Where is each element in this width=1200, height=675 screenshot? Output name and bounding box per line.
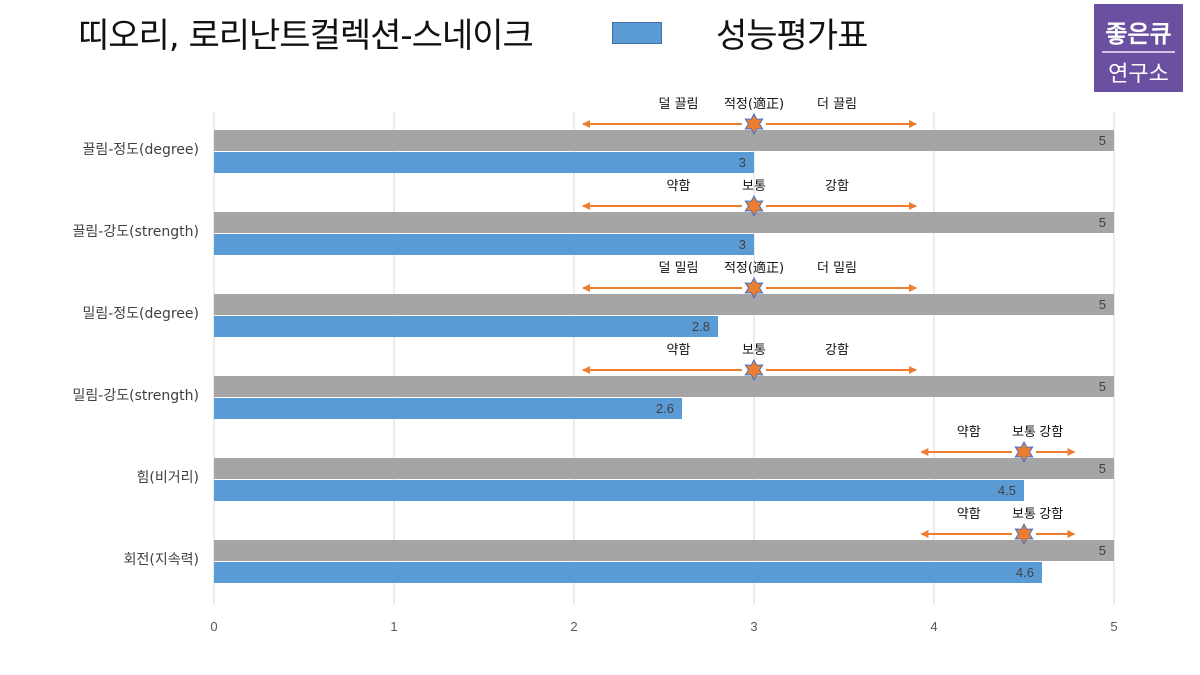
value-bar bbox=[214, 234, 754, 255]
max-bar bbox=[214, 212, 1114, 233]
chart-title: 띠오리, 로리난트컬렉션-스네이크 bbox=[78, 16, 534, 56]
value-data-label: 4.6 bbox=[1016, 565, 1034, 580]
x-tick-label: 5 bbox=[1110, 619, 1117, 634]
value-data-label: 3 bbox=[739, 237, 746, 252]
scale-marker-star bbox=[744, 112, 764, 136]
value-data-label: 2.6 bbox=[656, 401, 674, 416]
value-bar bbox=[214, 562, 1042, 583]
category-label: 끌림-강도(strength) bbox=[73, 224, 199, 240]
category-label: 밀림-정도(degree) bbox=[82, 306, 199, 322]
scale-label-left: 약함 bbox=[667, 179, 691, 194]
value-data-label: 4.5 bbox=[998, 483, 1016, 498]
scale-marker-star bbox=[1014, 440, 1034, 464]
logo: 좋은큐 연구소 bbox=[1094, 4, 1183, 92]
max-bar bbox=[214, 376, 1114, 397]
logo-line2: 연구소 bbox=[1108, 62, 1169, 87]
scale-label-left: 약함 bbox=[957, 425, 981, 440]
value-bar bbox=[214, 316, 718, 337]
scale-label-right: 강함 bbox=[825, 179, 849, 194]
logo-divider bbox=[1102, 51, 1175, 53]
max-data-label: 5 bbox=[1099, 297, 1106, 312]
scale-label-right: 강함 bbox=[1039, 425, 1063, 440]
category-label: 힘(비거리) bbox=[137, 470, 199, 486]
max-bar bbox=[214, 294, 1114, 315]
legend-label: 성능평가표 bbox=[716, 16, 868, 56]
legend-swatch bbox=[612, 22, 662, 44]
scale-label-left: 약함 bbox=[957, 507, 981, 522]
scale-label-left: 약함 bbox=[667, 343, 691, 358]
scale-marker-star bbox=[744, 276, 764, 300]
max-data-label: 5 bbox=[1099, 461, 1106, 476]
scale-marker-star bbox=[1014, 522, 1034, 546]
category-label: 끌림-정도(degree) bbox=[82, 142, 199, 158]
max-data-label: 5 bbox=[1099, 379, 1106, 394]
scale-label-right: 더 끌림 bbox=[817, 97, 857, 112]
scale-marker-star bbox=[744, 194, 764, 218]
value-bar bbox=[214, 480, 1024, 501]
scale-label-right: 강함 bbox=[825, 343, 849, 358]
x-tick-label: 1 bbox=[390, 619, 397, 634]
max-bar bbox=[214, 458, 1114, 479]
max-bar bbox=[214, 130, 1114, 151]
x-tick-label: 3 bbox=[750, 619, 757, 634]
max-data-label: 5 bbox=[1099, 543, 1106, 558]
scale-label-left: 덜 끌림 bbox=[658, 97, 698, 112]
value-bar bbox=[214, 152, 754, 173]
x-tick-label: 2 bbox=[570, 619, 577, 634]
scale-label-center: 적정(適正) bbox=[724, 260, 784, 276]
value-data-label: 3 bbox=[739, 155, 746, 170]
scale-label-center: 보통 bbox=[1012, 507, 1036, 522]
scale-marker-star bbox=[744, 358, 764, 382]
scale-label-center: 보통 bbox=[1012, 425, 1036, 440]
value-data-label: 2.8 bbox=[692, 319, 710, 334]
scale-label-center: 적정(適正) bbox=[724, 96, 784, 112]
max-data-label: 5 bbox=[1099, 215, 1106, 230]
logo-line1: 좋은큐 bbox=[1105, 20, 1172, 48]
category-label: 밀림-강도(strength) bbox=[73, 388, 199, 404]
category-label: 회전(지속력) bbox=[124, 552, 199, 568]
scale-label-center: 보통 bbox=[742, 343, 766, 358]
x-tick-label: 0 bbox=[210, 619, 217, 634]
value-bar bbox=[214, 398, 682, 419]
max-data-label: 5 bbox=[1099, 133, 1106, 148]
scale-label-left: 덜 밀림 bbox=[658, 261, 698, 276]
scale-label-center: 보통 bbox=[742, 179, 766, 194]
scale-label-right: 더 밀림 bbox=[817, 261, 857, 276]
x-tick-label: 4 bbox=[930, 619, 937, 634]
scale-label-right: 강함 bbox=[1039, 507, 1063, 522]
max-bar bbox=[214, 540, 1114, 561]
